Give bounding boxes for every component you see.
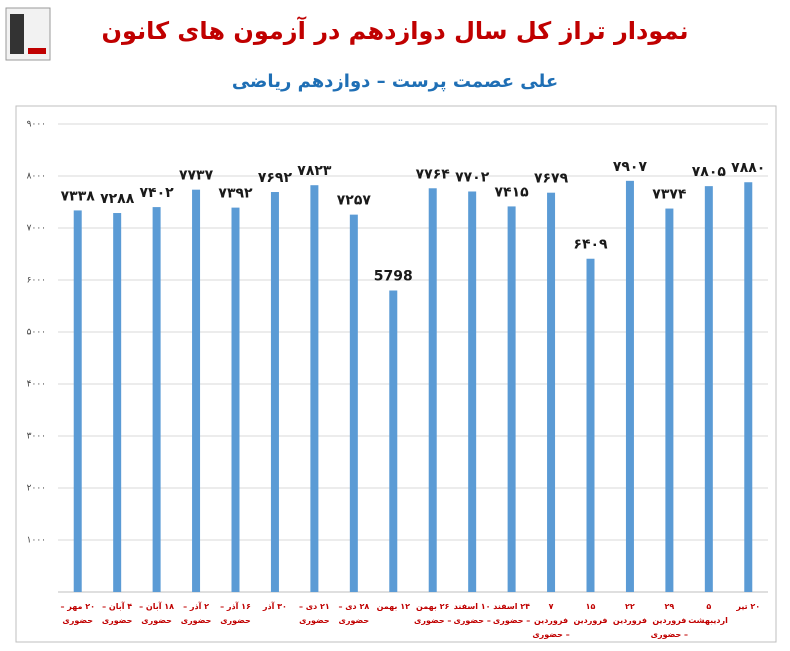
x-tick-label: ۲۴ اسفند – حضوری: [492, 602, 531, 625]
data-label: ۷۷۶۴: [416, 166, 451, 182]
data-label: ۶۴۰۹: [573, 237, 608, 253]
x-tick-label: ۲۰ مهر – حضوری: [60, 602, 95, 625]
data-label: ۷۲۵۷: [337, 193, 372, 209]
chart-subtitle: علی عصمت پرست – دوازدهم ریاضی: [232, 71, 558, 92]
y-tick-label: ۹۰۰۰: [27, 120, 46, 130]
y-tick-label: ۸۰۰۰: [27, 172, 46, 182]
x-tick-label: ۲۰ تیر: [736, 602, 761, 611]
bar: [389, 290, 398, 592]
bar: [73, 210, 82, 592]
bar: [231, 207, 240, 592]
x-tick-label: ۲۸ دی – حضوری: [338, 602, 370, 625]
data-label: ۷۳۳۸: [61, 188, 96, 204]
bar: [547, 192, 556, 592]
logo: [5, 7, 51, 61]
bar: [586, 258, 595, 592]
data-label: ۷۴۱۵: [495, 184, 530, 200]
bar: [468, 191, 477, 592]
data-label: ۷۶۹۲: [258, 170, 293, 186]
bar: [192, 189, 201, 592]
x-tick-label: ۱۰ اسفند – حضوری: [453, 602, 491, 625]
y-tick-label: ۱۰۰۰: [27, 536, 46, 546]
data-label: ۷۷۰۲: [455, 169, 490, 185]
x-tick-label: ۲۲ فروردین: [612, 602, 647, 625]
chart-frame: [15, 105, 777, 643]
y-tick-label: ۲۰۰۰: [27, 484, 46, 494]
y-tick-label: ۵۰۰۰: [27, 328, 46, 338]
x-tick-label: ۲۱ دی – حضوری: [298, 602, 330, 625]
bar: [270, 192, 279, 593]
bar: [625, 180, 634, 592]
x-tick-label: ۲۶ بهمن – حضوری: [414, 602, 452, 625]
x-tick-label: ۲ آذر – حضوری: [180, 602, 212, 625]
x-tick-label: ۳۰ آذر: [262, 602, 287, 611]
x-tick-label: ۷ فروردین – حضوری: [532, 602, 570, 639]
x-tick-label: ۱۲ بهمن: [376, 602, 410, 611]
y-tick-label: ۶۰۰۰: [27, 276, 46, 286]
y-tick-label: ۷۰۰۰: [27, 224, 46, 234]
bar: [152, 207, 161, 592]
x-tick-label: ۴ آبان – حضوری: [101, 602, 133, 625]
x-tick-label: ۱۶ آذر – حضوری: [220, 602, 251, 625]
bar: [704, 186, 713, 592]
chart-title: نمودار تراز کل سال دوازدهم در آزمون های …: [102, 16, 689, 45]
y-tick-label: ۴۰۰۰: [27, 380, 46, 390]
bar: [113, 213, 122, 593]
x-tick-label: ۵ اردیبهشت: [688, 602, 728, 625]
data-label: ۷۸۰۵: [692, 164, 727, 180]
data-label: ۷۸۲۳: [297, 163, 332, 179]
bar: [310, 185, 319, 593]
y-tick-label: ۳۰۰۰: [27, 432, 46, 442]
bar: [744, 182, 753, 593]
data-label: ۷۳۷۴: [652, 187, 687, 203]
x-tick-label: ۱۸ آبان – حضوری: [139, 602, 175, 625]
data-label: 5798: [374, 269, 413, 285]
x-tick-label: ۱۵ فروردین: [573, 602, 608, 625]
data-label: ۷۴۰۲: [140, 185, 175, 201]
bar: [665, 208, 674, 592]
data-label: ۷۸۸۰: [731, 160, 765, 176]
data-label: ۷۶۷۹: [534, 171, 569, 187]
data-label: ۷۷۳۷: [179, 168, 214, 184]
bar: [428, 188, 437, 592]
bar: [349, 214, 358, 593]
data-label: ۷۳۹۲: [218, 186, 253, 202]
x-tick-label: ۲۹ فروردین – حضوری: [650, 602, 689, 639]
bar: [507, 206, 516, 593]
data-label: ۷۲۸۸: [100, 191, 135, 207]
data-label: ۷۹۰۷: [613, 159, 648, 175]
